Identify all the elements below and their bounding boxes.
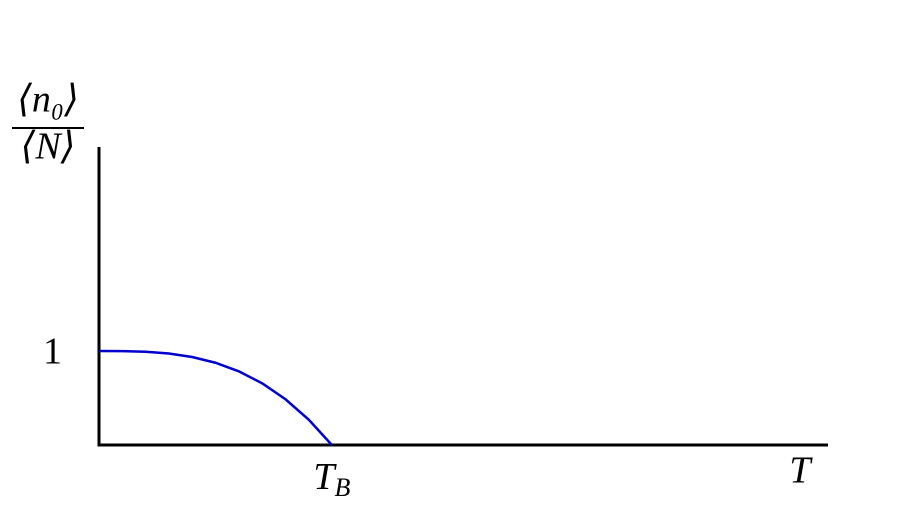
- y-tick-label: 1: [43, 331, 62, 373]
- y-label-denominator: ⟨N⟩: [21, 126, 76, 168]
- y-label-numerator: ⟨n₀⟩: [17, 79, 79, 121]
- x-tick-subscript: B: [335, 473, 351, 502]
- line: [98, 349, 333, 446]
- x-tick-label: TB: [313, 456, 350, 502]
- x-label: T: [789, 450, 813, 492]
- x-tick-main: T: [313, 456, 337, 498]
